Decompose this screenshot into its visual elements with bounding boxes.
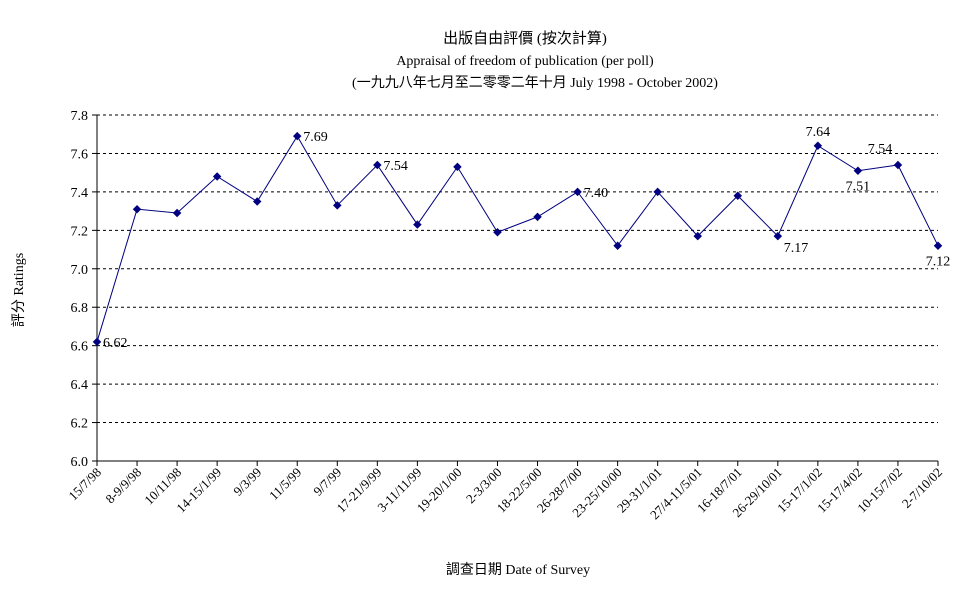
x-tick-label: 2-7/10/02 [899, 465, 945, 511]
data-point [893, 160, 903, 170]
data-label: 7.51 [846, 180, 871, 195]
data-point [813, 141, 823, 150]
y-tick-label: 7.0 [71, 263, 89, 278]
data-point [573, 187, 582, 197]
data-point [252, 197, 262, 206]
data-label: 7.64 [806, 125, 831, 140]
x-tick-label: 9/3/99 [230, 465, 264, 499]
y-tick-label: 6.8 [71, 301, 89, 316]
data-point [453, 162, 462, 172]
data-point [132, 204, 142, 214]
y-tick-label: 6.0 [71, 455, 89, 470]
chart-title: 出版自由評價 (按次計算) [443, 29, 607, 47]
data-label: 7.12 [926, 255, 951, 270]
data-point [292, 131, 302, 141]
data-point [172, 208, 182, 218]
data-point [333, 201, 342, 210]
chart-subtitle-2: (一九九八年七月至二零零二年十月 July 1998 - October 200… [352, 75, 718, 91]
y-tick-label: 7.2 [71, 224, 89, 239]
data-point [613, 241, 622, 250]
data-label: 7.17 [784, 241, 809, 256]
x-tick-label: 11/5/99 [266, 465, 304, 503]
y-tick-label: 7.4 [71, 186, 89, 201]
data-label: 7.54 [868, 142, 893, 157]
y-tick-label: 7.6 [71, 147, 89, 162]
data-label: 7.40 [584, 186, 609, 201]
y-axis-label: 評分 Ratings [11, 253, 27, 327]
x-tick-label: 15/7/98 [65, 465, 104, 504]
data-point [92, 337, 102, 347]
series-line [96, 135, 939, 342]
data-point [493, 228, 502, 237]
data-label: 6.62 [103, 336, 128, 351]
data-point [853, 166, 863, 175]
data-label: 7.69 [303, 130, 328, 145]
x-tick-label: 9/7/99 [310, 465, 344, 499]
y-tick-label: 6.6 [71, 340, 89, 355]
data-label: 7.54 [383, 159, 408, 174]
chart-subtitle: Appraisal of freedom of publication (per… [396, 54, 654, 69]
data-point [933, 241, 943, 250]
y-tick-label: 6.4 [71, 378, 89, 393]
data-point [533, 212, 542, 222]
x-axis-label: 調查日期 Date of Survey [446, 562, 590, 578]
y-tick-label: 6.2 [71, 417, 89, 432]
data-point [373, 160, 382, 170]
y-tick-label: 7.8 [71, 109, 89, 124]
data-point [212, 172, 222, 181]
x-tick-label: 8-9/9/98 [102, 465, 144, 507]
data-point [413, 220, 422, 229]
